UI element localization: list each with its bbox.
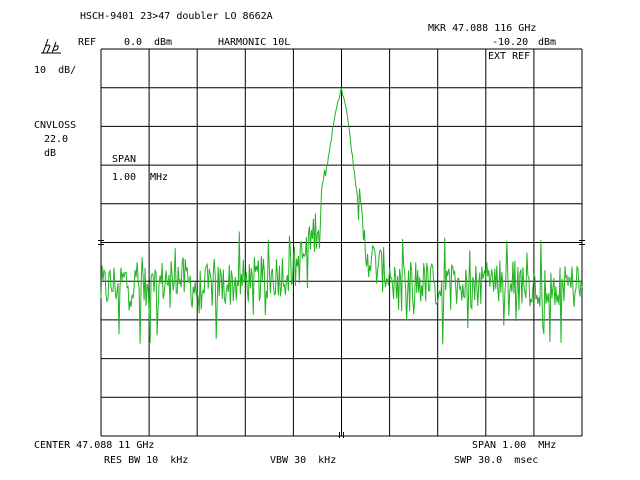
marker-amplitude-value: -10.20 — [492, 37, 529, 48]
scale-per-division: 10 dB/ — [34, 65, 77, 76]
cnvloss-label: CNVLOSS — [34, 120, 77, 131]
hp-logo-icon — [41, 38, 61, 54]
marker-amplitude-unit: dBm — [538, 37, 557, 48]
spectrum-trace — [100, 87, 583, 345]
video-bandwidth: VBW 30 kHz — [270, 455, 337, 466]
ext-ref-indicator: EXT REF — [488, 51, 531, 62]
span-readout: SPAN 1.00 MHz — [472, 440, 557, 451]
marker-readout: MKR 47.088 116 GHz — [428, 23, 537, 34]
ref-level-value: 0.0 — [124, 37, 143, 48]
span-label: SPAN — [112, 154, 137, 165]
center-frequency: CENTER 47.088 11 GHz — [34, 440, 155, 451]
ref-label: REF — [78, 37, 97, 48]
resolution-bandwidth: RES BW 10 kHz — [104, 455, 189, 466]
span-value: 1.00 — [112, 172, 137, 183]
ref-level-unit: dBm — [154, 37, 173, 48]
graticule-ticks — [98, 240, 585, 438]
trace-title: HSCH-9401 23>47 doubler LO 8662A — [80, 11, 273, 22]
cnvloss-value: 22.0 — [44, 134, 69, 145]
sweep-time: SWP 30.0 msec — [454, 455, 539, 466]
mode-indicator: HARMONIC 10L — [218, 37, 291, 48]
graticule-grid — [100, 48, 583, 437]
span-unit: MHz — [150, 172, 169, 183]
cnvloss-unit: dB — [44, 148, 57, 159]
